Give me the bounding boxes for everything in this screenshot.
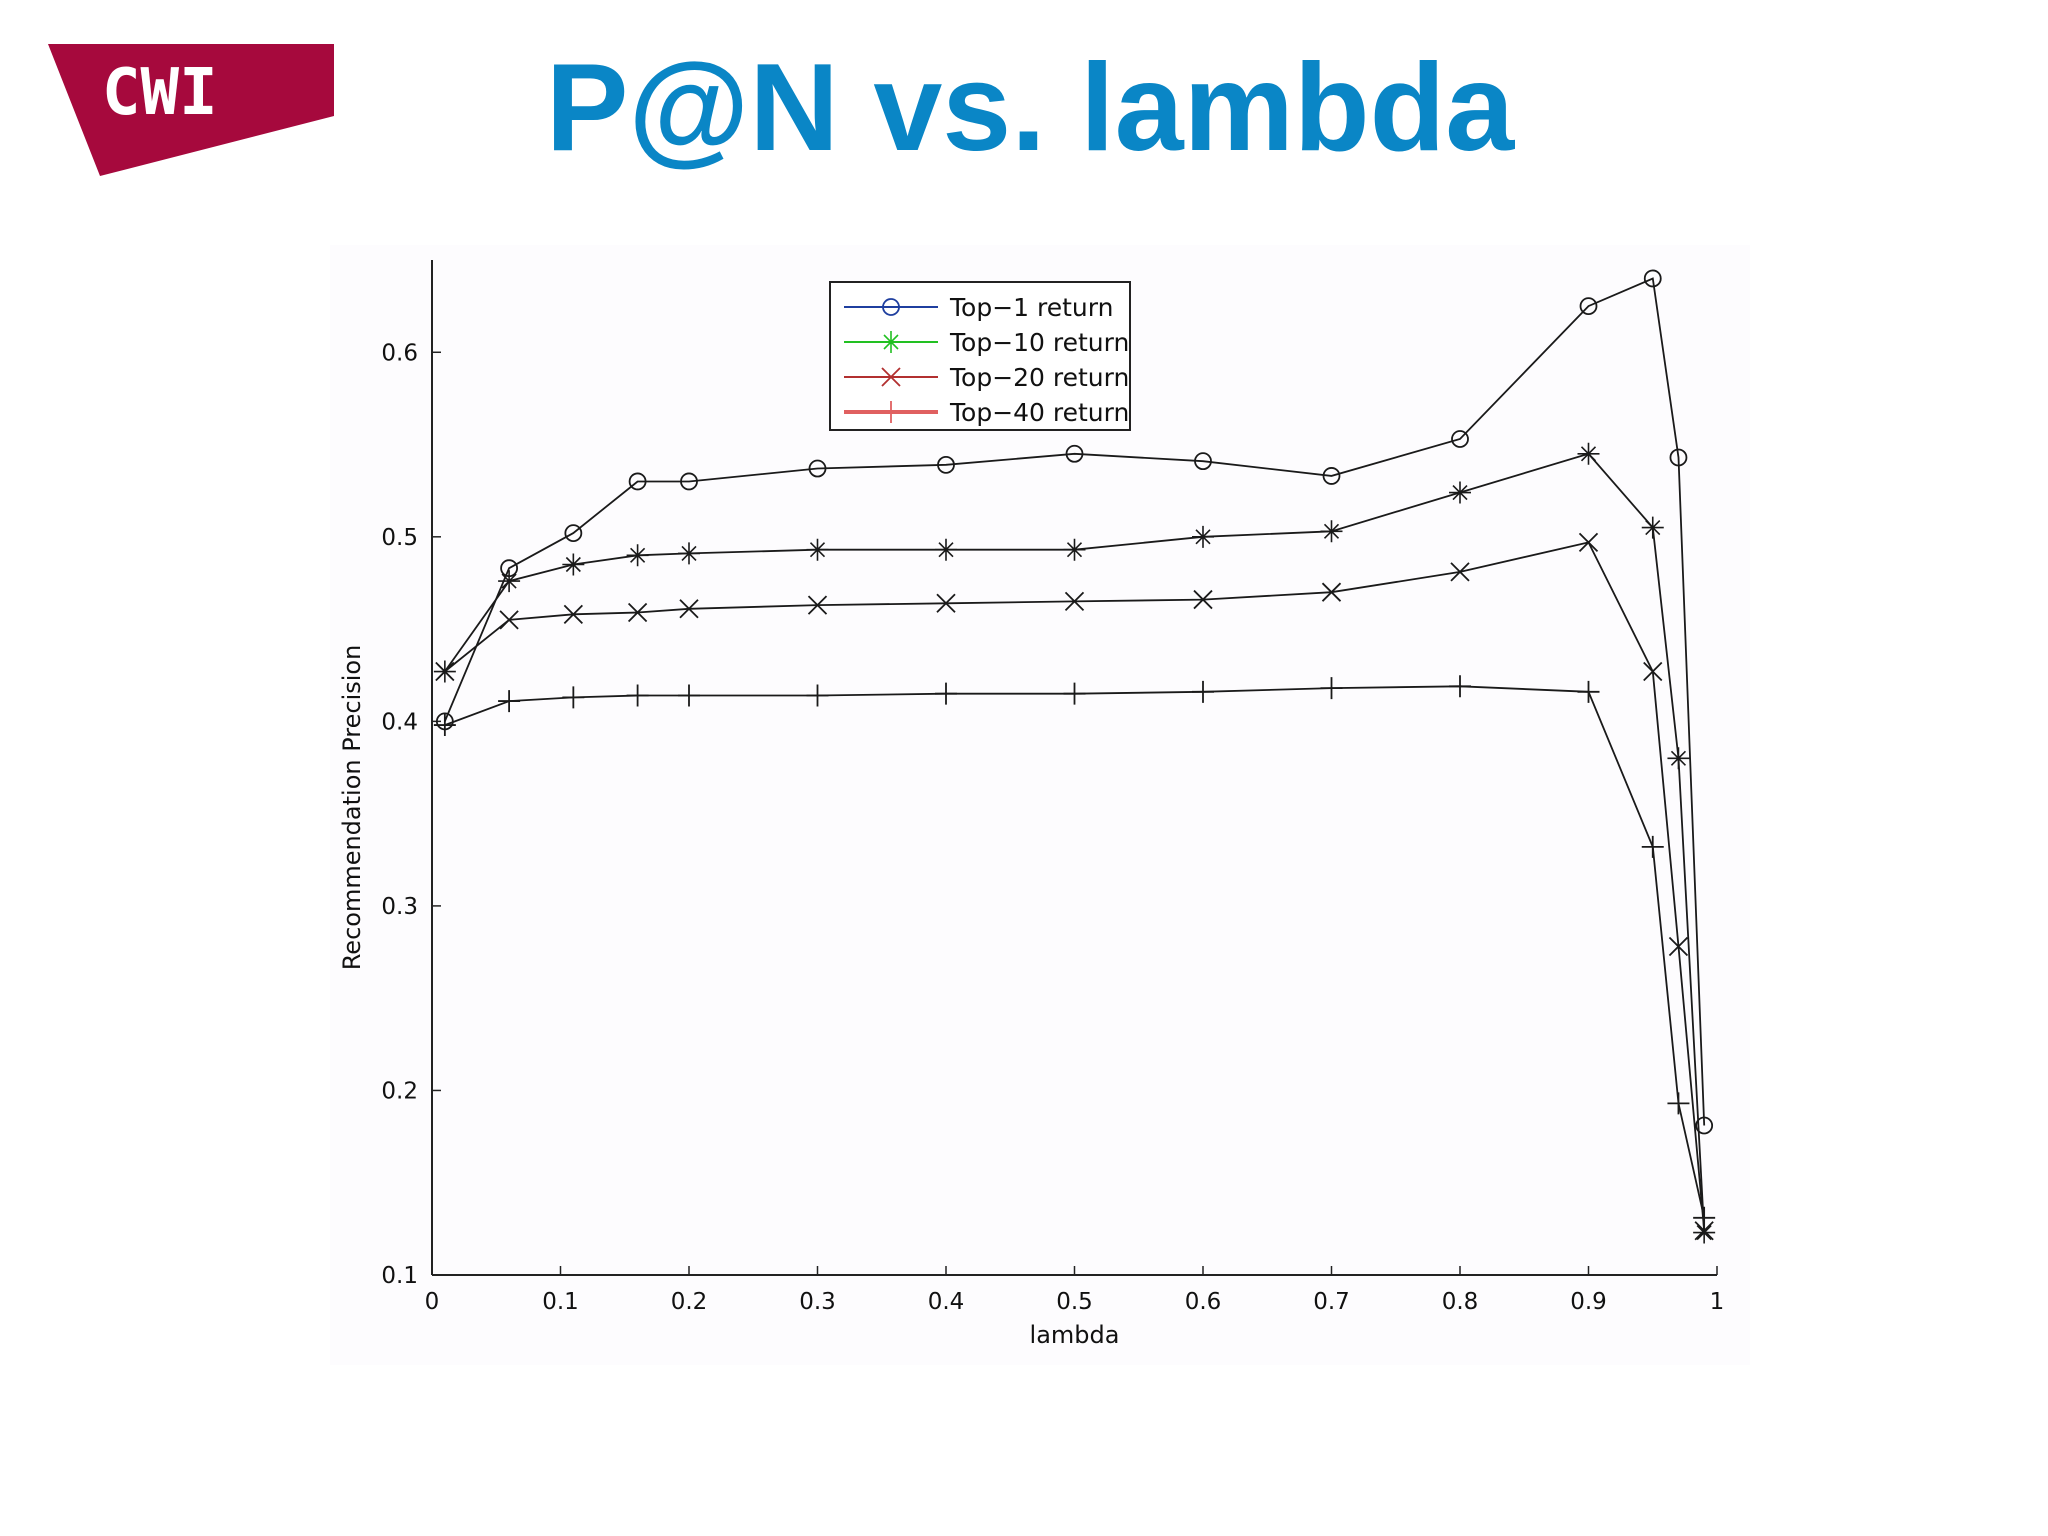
data-point [435, 661, 455, 682]
data-point [1578, 532, 1599, 552]
data-point [433, 714, 456, 737]
data-point [1667, 1092, 1690, 1115]
legend-marker [882, 298, 900, 316]
data-point [1693, 1221, 1716, 1244]
data-point [1449, 481, 1471, 504]
logo-banner [48, 44, 334, 176]
x-tick-label: 0.4 [928, 1289, 965, 1315]
series-line-1 [443, 277, 1706, 1126]
x-tick-label: 0 [425, 1289, 440, 1315]
data-point [678, 684, 700, 707]
data-point [937, 455, 955, 474]
data-point [680, 472, 698, 491]
y-tick-label: 0.5 [381, 525, 418, 551]
data-point [679, 599, 699, 619]
data-point [498, 570, 521, 593]
series-line-3 [444, 541, 1706, 1231]
data-point [1065, 444, 1084, 463]
logo-text: CWI [102, 56, 218, 130]
data-point [1668, 936, 1689, 957]
data-point [628, 472, 647, 491]
x-tick-label: 0.3 [799, 1289, 836, 1315]
data-point [1643, 661, 1663, 682]
data-point [1641, 835, 1664, 858]
data-point [562, 686, 585, 709]
data-point [807, 595, 828, 615]
y-tick-label: 0.4 [381, 709, 418, 735]
data-point [1695, 1116, 1714, 1135]
y-tick-label: 0.2 [381, 1078, 418, 1104]
data-point [1667, 747, 1690, 770]
data-point [935, 682, 957, 705]
x-tick-label: 0.8 [1442, 1289, 1479, 1315]
data-point [562, 553, 585, 576]
data-point [1577, 680, 1600, 703]
x-tick-label: 0.5 [1056, 1289, 1093, 1315]
x-tick-label: 0.7 [1313, 1289, 1350, 1315]
legend-marker [880, 331, 902, 353]
data-point [1320, 677, 1343, 700]
legend-marker [880, 401, 902, 423]
cwi-logo: CWI [48, 44, 334, 176]
y-tick-label: 0.3 [381, 894, 418, 920]
data-point [1194, 452, 1212, 471]
data-point [935, 538, 957, 561]
data-point [1694, 1221, 1714, 1241]
legend-marker [881, 367, 901, 387]
x-tick-label: 0.6 [1185, 1289, 1222, 1315]
data-point [678, 542, 700, 565]
series-line-2 [444, 452, 1706, 1233]
data-point [1577, 442, 1600, 465]
data-point [936, 593, 956, 613]
data-point [1579, 297, 1598, 316]
y-tick-label: 0.1 [381, 1263, 418, 1289]
y-tick-label: 0.6 [381, 340, 418, 366]
data-point [1063, 682, 1086, 705]
legend-entry: Top−40 return [949, 398, 1129, 427]
data-point [564, 524, 583, 543]
chart-area: 0 0.1 0.2 0.3 0.4 0.5 0.6 0.7 0.8 0.9 1 0.1 0.2 0.3 0.… [330, 245, 1750, 1365]
data-point [1321, 582, 1342, 602]
legend-entry: Top−10 return [949, 328, 1129, 357]
data-point [1192, 680, 1214, 703]
x-tick-label: 0.9 [1570, 1289, 1607, 1315]
data-point [1320, 520, 1343, 543]
x-tick-label: 0.1 [542, 1289, 579, 1315]
data-point [1450, 562, 1470, 582]
data-point [1449, 675, 1471, 698]
page-title: P@N vs. lambda [545, 39, 1515, 177]
data-point [1669, 448, 1688, 467]
y-axis-label: Recommendation Precision [338, 645, 366, 971]
data-point [498, 690, 521, 713]
x-tick-label: 0.2 [671, 1289, 708, 1315]
data-point [1322, 467, 1341, 485]
legend-entry: Top−20 return [949, 363, 1129, 392]
data-point [1641, 516, 1664, 539]
data-point [1643, 269, 1662, 288]
data-point [499, 610, 519, 630]
data-point [806, 538, 829, 561]
series-line-4 [444, 685, 1706, 1218]
data-point [626, 684, 649, 707]
data-point [1451, 430, 1469, 448]
data-point [1693, 1206, 1716, 1229]
data-point [1192, 525, 1214, 548]
data-point [627, 602, 648, 623]
data-point [806, 684, 829, 707]
data-point [563, 604, 583, 624]
legend-entry: Top−1 return [949, 293, 1113, 322]
data-point [808, 459, 827, 478]
line-chart: 0 0.1 0.2 0.3 0.4 0.5 0.6 0.7 0.8 0.9 1 0.1 0.2 0.3 0.… [338, 260, 1725, 1349]
data-point [626, 544, 649, 567]
data-point [1064, 591, 1085, 612]
data-point [1063, 538, 1086, 561]
x-tick-label: 1 [1710, 1289, 1725, 1315]
x-axis-label: lambda [1030, 1321, 1120, 1349]
data-point [1193, 589, 1213, 610]
